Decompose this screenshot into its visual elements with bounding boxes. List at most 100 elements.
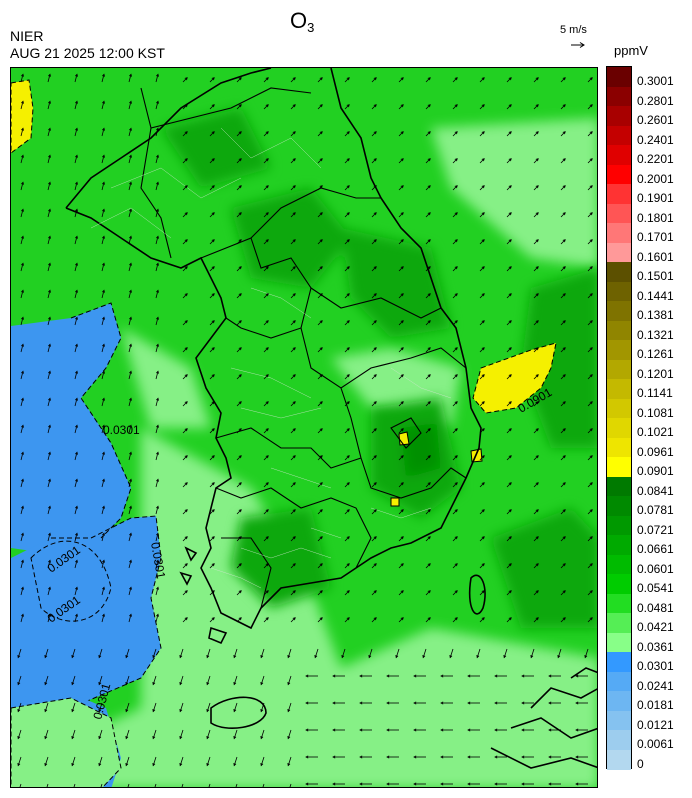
wind-vector-head	[48, 451, 51, 455]
wind-vector	[263, 158, 269, 164]
wind-vector	[209, 239, 215, 245]
wind-vector	[452, 212, 458, 218]
wind-vector-head	[21, 451, 24, 455]
wind-vector	[533, 185, 539, 191]
wind-vector	[233, 756, 238, 766]
wind-vector	[560, 104, 566, 110]
wind-vector-head	[75, 289, 78, 293]
wind-vector	[47, 236, 51, 245]
wind-vector-head	[75, 532, 78, 536]
wind-vector	[371, 212, 377, 218]
wind-vector-head	[206, 709, 210, 713]
wind-vector-head	[265, 293, 269, 297]
wind-vector	[47, 398, 51, 407]
wind-vector	[587, 455, 593, 461]
wind-vector	[155, 290, 159, 299]
wind-vector	[236, 239, 242, 245]
wind-vector	[422, 648, 427, 658]
wind-vector-head	[184, 482, 188, 486]
wind-vector	[560, 482, 566, 488]
wind-vector	[20, 290, 24, 299]
wind-vector-head	[292, 239, 296, 243]
wind-vector	[344, 374, 350, 380]
wind-vector	[290, 293, 296, 299]
wind-vector-head	[589, 104, 593, 108]
wind-vector	[44, 756, 49, 766]
wind-vector-head	[535, 401, 539, 405]
wind-vector	[74, 425, 78, 434]
wind-vector-head	[98, 682, 102, 686]
wind-vector	[533, 293, 539, 299]
wind-vector	[233, 648, 238, 658]
wind-vector-head	[508, 536, 512, 540]
wind-vector	[425, 617, 431, 623]
wind-vector-head	[589, 563, 593, 567]
wind-vector	[290, 158, 296, 164]
wind-vector-head	[17, 682, 21, 686]
wind-vector	[506, 158, 512, 164]
wind-vector-head	[427, 617, 431, 621]
wind-vector-head	[427, 536, 431, 540]
wind-vector-head	[48, 478, 51, 482]
wind-vector-head	[535, 185, 539, 189]
wind-vector	[74, 452, 78, 461]
wind-vector	[236, 212, 242, 218]
wind-vector-head	[184, 266, 188, 270]
wind-vector-head	[400, 536, 404, 540]
colorbar-segment	[607, 671, 631, 692]
wind-vector	[20, 614, 24, 623]
wind-vector	[533, 536, 539, 542]
wind-vector	[290, 455, 296, 461]
wind-vector	[128, 344, 132, 353]
wind-vector-head	[454, 131, 458, 135]
wind-vector-head	[400, 347, 404, 351]
wind-vector	[74, 614, 78, 623]
wind-vector-head	[211, 482, 215, 486]
wind-vector-head	[481, 266, 485, 270]
wind-vector-head	[562, 617, 566, 621]
wind-vector-head	[125, 682, 129, 686]
wind-vector-head	[589, 239, 593, 243]
wind-vector-head	[21, 370, 24, 374]
wind-vector	[179, 675, 184, 685]
wind-vector	[479, 617, 485, 623]
wind-vector	[317, 590, 323, 596]
wind-vector-head	[427, 455, 431, 459]
wind-vector-head	[98, 736, 102, 740]
wind-vector	[101, 236, 105, 245]
colorbar-segment	[607, 203, 631, 224]
colorbar-segment	[607, 476, 631, 497]
wind-vector	[425, 482, 431, 488]
wind-vector-head	[265, 239, 269, 243]
wind-vector	[20, 101, 24, 110]
wind-vector	[233, 675, 238, 685]
wind-vector	[533, 266, 539, 272]
wind-vector-head	[156, 451, 159, 455]
wind-vector	[344, 104, 350, 110]
wind-vector-head	[292, 428, 296, 432]
wind-vector	[398, 293, 404, 299]
wind-vector	[533, 158, 539, 164]
wind-vector-head	[102, 532, 105, 536]
wind-vector-head	[206, 736, 210, 740]
wind-vector-head	[48, 532, 51, 536]
wind-vector	[533, 104, 539, 110]
wind-vector	[584, 648, 589, 658]
wind-vector	[398, 131, 404, 137]
wind-vector	[98, 729, 103, 739]
wind-vector-head	[400, 509, 404, 513]
wind-vector	[263, 401, 269, 407]
wind-vector	[425, 563, 431, 569]
wind-vector-head	[400, 266, 404, 270]
wind-vector-head	[427, 509, 431, 513]
wind-vector	[344, 239, 350, 245]
wind-vector-head	[129, 478, 132, 482]
wind-vector	[398, 320, 404, 326]
wind-vector	[20, 587, 24, 596]
wind-vector-head	[373, 131, 377, 135]
wind-vector	[452, 347, 458, 353]
wind-vector-head	[400, 563, 404, 567]
colorbar-label: 0.1321	[637, 327, 674, 342]
wind-vector	[236, 131, 242, 137]
wind-vector	[479, 212, 485, 218]
